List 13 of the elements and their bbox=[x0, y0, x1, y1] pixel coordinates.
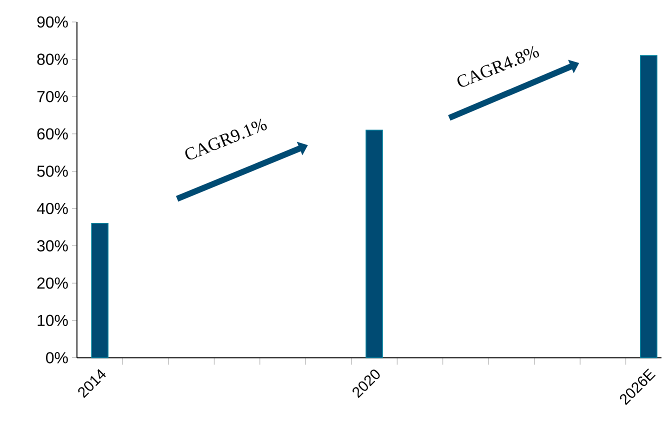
y-tick-label: 20% bbox=[37, 278, 68, 289]
y-tick-label: 0% bbox=[46, 352, 68, 364]
bar bbox=[366, 130, 383, 358]
y-tick-label: 50% bbox=[37, 166, 68, 177]
y-tick-label: 10% bbox=[38, 314, 68, 326]
y-tick-label: 40% bbox=[36, 203, 68, 214]
y-tick-label: 60% bbox=[37, 128, 68, 140]
y-tick-label: 80% bbox=[37, 54, 68, 66]
bar bbox=[640, 55, 658, 358]
y-tick-label: 70% bbox=[37, 91, 68, 102]
bar bbox=[91, 223, 108, 358]
y-tick-label: 90% bbox=[37, 16, 68, 28]
y-tick-label: 30% bbox=[37, 240, 68, 252]
